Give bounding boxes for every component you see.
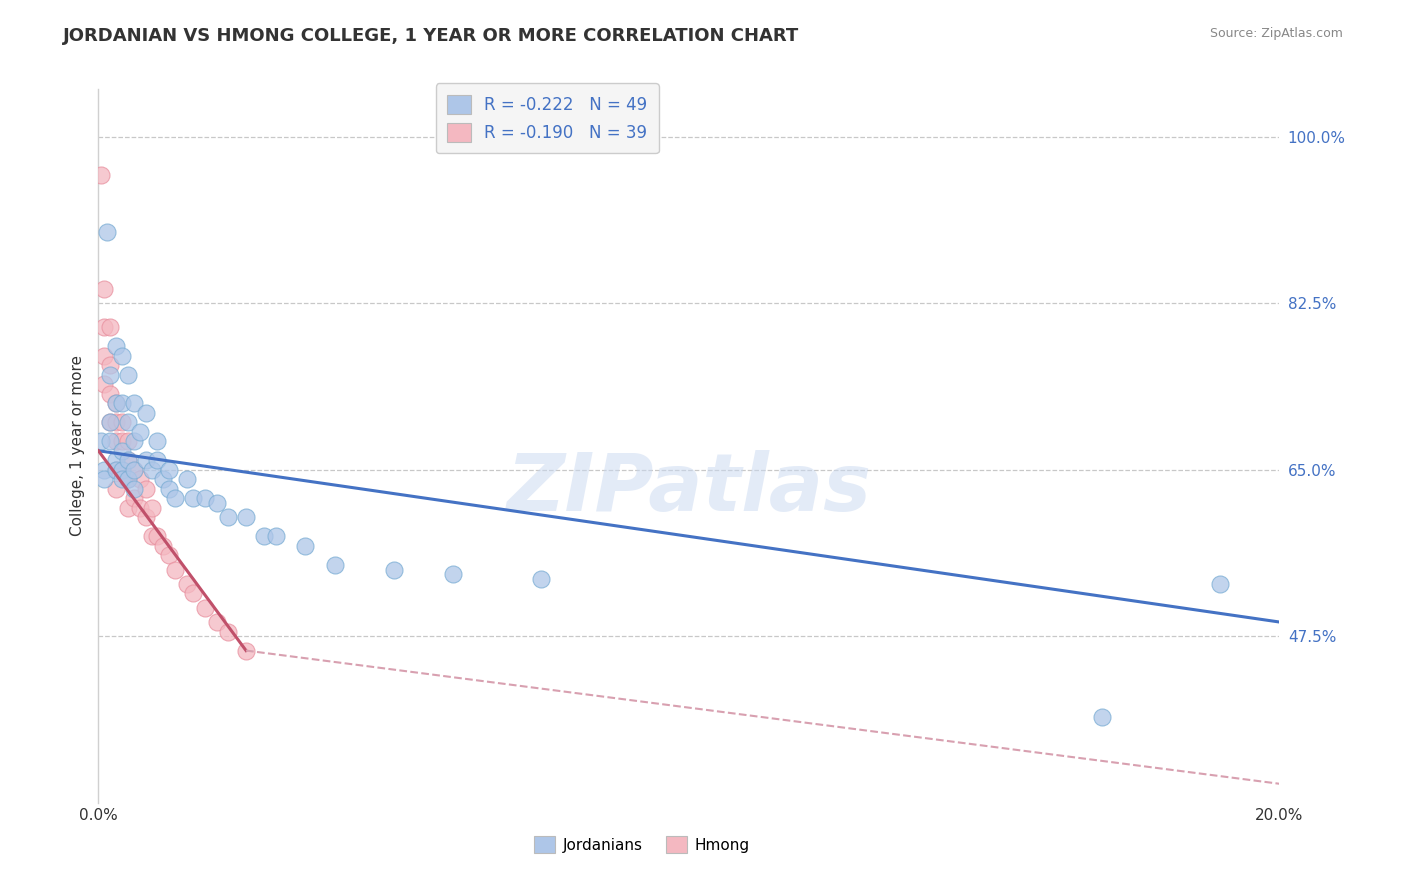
Point — [141, 529, 163, 543]
Point — [98, 320, 121, 334]
Point — [105, 463, 128, 477]
Point — [441, 567, 464, 582]
Point — [152, 472, 174, 486]
Point — [105, 482, 128, 496]
Point — [111, 463, 134, 477]
Point — [128, 500, 150, 515]
Point — [98, 358, 121, 372]
Point — [98, 434, 121, 449]
Point — [141, 500, 163, 515]
Point — [146, 529, 169, 543]
Point — [111, 434, 134, 449]
Point — [111, 463, 134, 477]
Point — [1209, 577, 1232, 591]
Point — [146, 453, 169, 467]
Point — [135, 510, 157, 524]
Point — [217, 624, 239, 639]
Point — [382, 563, 405, 577]
Text: ZIPatlas: ZIPatlas — [506, 450, 872, 528]
Point — [135, 482, 157, 496]
Point — [157, 463, 180, 477]
Point — [323, 558, 346, 572]
Point — [111, 396, 134, 410]
Point — [105, 396, 128, 410]
Point — [105, 463, 128, 477]
Point — [128, 425, 150, 439]
Point — [93, 349, 115, 363]
Point — [93, 472, 115, 486]
Point — [117, 453, 139, 467]
Point — [122, 396, 145, 410]
Point — [181, 491, 204, 506]
Point — [294, 539, 316, 553]
Point — [122, 482, 145, 496]
Point — [105, 453, 128, 467]
Point — [217, 510, 239, 524]
Y-axis label: College, 1 year or more: College, 1 year or more — [69, 356, 84, 536]
Point — [530, 572, 553, 586]
Point — [264, 529, 287, 543]
Text: Source: ZipAtlas.com: Source: ZipAtlas.com — [1209, 27, 1343, 40]
Point — [165, 491, 187, 506]
Point — [235, 510, 257, 524]
Point — [90, 434, 112, 449]
Point — [141, 463, 163, 477]
Point — [93, 463, 115, 477]
Point — [181, 586, 204, 600]
Point — [122, 491, 145, 506]
Point — [165, 563, 187, 577]
Point — [98, 386, 121, 401]
Point — [194, 491, 217, 506]
Point — [157, 549, 180, 563]
Point — [90, 168, 112, 182]
Point — [235, 643, 257, 657]
Point — [122, 463, 145, 477]
Point — [105, 396, 128, 410]
Point — [93, 282, 115, 296]
Point — [98, 415, 121, 429]
Point — [135, 406, 157, 420]
Point — [253, 529, 276, 543]
Point — [98, 368, 121, 382]
Point — [117, 500, 139, 515]
Point — [122, 434, 145, 449]
Point — [117, 472, 139, 486]
Legend: Jordanians, Hmong: Jordanians, Hmong — [527, 830, 756, 859]
Point — [117, 368, 139, 382]
Point — [122, 463, 145, 477]
Point — [152, 539, 174, 553]
Point — [105, 339, 128, 353]
Point — [117, 434, 139, 449]
Point — [96, 225, 118, 239]
Point — [105, 415, 128, 429]
Point — [105, 434, 128, 449]
Point — [128, 472, 150, 486]
Point — [111, 472, 134, 486]
Point — [176, 472, 198, 486]
Point — [93, 377, 115, 392]
Point — [205, 615, 228, 629]
Point — [93, 320, 115, 334]
Point — [194, 600, 217, 615]
Point — [117, 453, 139, 467]
Point — [176, 577, 198, 591]
Point — [117, 415, 139, 429]
Point — [111, 349, 134, 363]
Point — [98, 415, 121, 429]
Point — [111, 443, 134, 458]
Point — [117, 472, 139, 486]
Point — [146, 434, 169, 449]
Point — [205, 496, 228, 510]
Text: JORDANIAN VS HMONG COLLEGE, 1 YEAR OR MORE CORRELATION CHART: JORDANIAN VS HMONG COLLEGE, 1 YEAR OR MO… — [63, 27, 800, 45]
Point — [135, 453, 157, 467]
Point — [1091, 710, 1114, 724]
Point — [157, 482, 180, 496]
Point — [111, 415, 134, 429]
